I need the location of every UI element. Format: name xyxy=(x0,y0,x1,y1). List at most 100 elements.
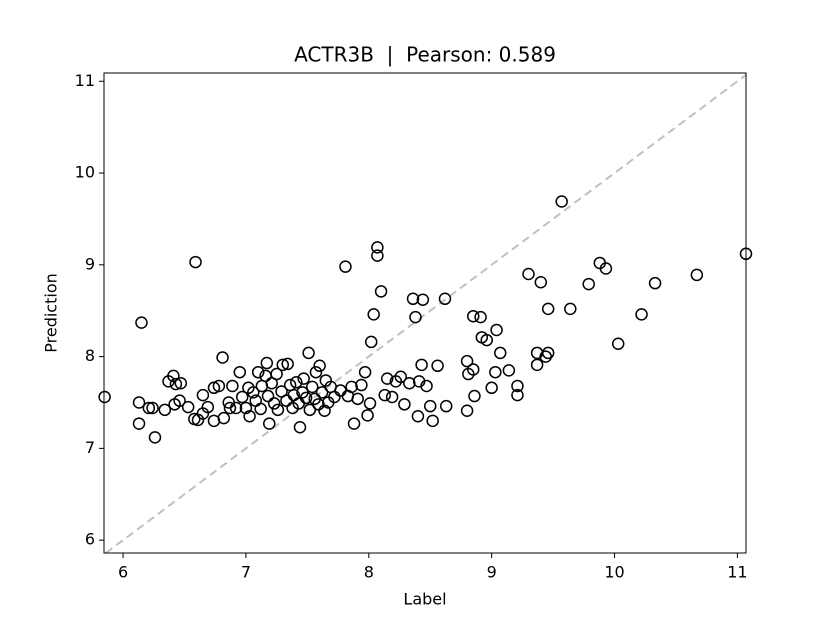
point xyxy=(367,308,380,321)
x-tick-label: 9 xyxy=(487,563,497,582)
point xyxy=(474,310,487,324)
point xyxy=(267,397,281,410)
point xyxy=(306,380,319,394)
point xyxy=(511,379,524,393)
point xyxy=(132,396,146,409)
point xyxy=(460,404,474,417)
point xyxy=(270,367,283,381)
point xyxy=(315,386,329,399)
point xyxy=(276,358,290,372)
point xyxy=(233,365,247,379)
point xyxy=(318,404,331,417)
point xyxy=(290,376,303,389)
point xyxy=(423,399,437,413)
y-tick-label: 11 xyxy=(75,71,95,90)
point xyxy=(534,276,548,289)
point xyxy=(489,365,502,379)
y-axis-label: Prediction xyxy=(42,273,61,352)
point xyxy=(371,249,384,262)
point xyxy=(169,377,183,391)
point xyxy=(158,403,172,417)
point xyxy=(132,417,146,430)
point xyxy=(254,402,267,416)
y-tick-label: 8 xyxy=(85,346,95,365)
x-tick-label: 6 xyxy=(118,563,128,582)
point xyxy=(466,309,480,323)
x-tick-label: 7 xyxy=(241,563,251,582)
point xyxy=(345,380,358,394)
point xyxy=(135,316,148,329)
point xyxy=(280,394,293,407)
point xyxy=(243,410,256,423)
point xyxy=(235,390,249,404)
point xyxy=(361,409,374,422)
point xyxy=(409,310,422,324)
point xyxy=(439,399,453,413)
point xyxy=(564,302,577,316)
point xyxy=(167,369,180,383)
point xyxy=(181,400,195,414)
point xyxy=(347,417,361,430)
point xyxy=(426,414,439,428)
point xyxy=(339,260,352,273)
point xyxy=(530,358,544,372)
point xyxy=(494,346,507,360)
point xyxy=(541,302,555,316)
point xyxy=(411,410,425,423)
x-tick-label: 11 xyxy=(727,563,747,582)
point xyxy=(358,365,372,379)
x-axis-label: Label xyxy=(403,590,446,609)
point xyxy=(173,394,186,407)
point xyxy=(263,417,276,430)
point xyxy=(415,358,428,372)
point xyxy=(371,241,384,254)
point xyxy=(216,351,229,364)
x-tick-label: 10 xyxy=(604,563,624,582)
point xyxy=(302,346,315,360)
chart-title: ACTR3B | Pearson: 0.589 xyxy=(294,43,556,67)
point xyxy=(394,370,407,384)
x-tick-label: 8 xyxy=(364,563,374,582)
point xyxy=(522,267,535,281)
point xyxy=(229,401,243,415)
point xyxy=(281,357,294,371)
point xyxy=(466,363,480,376)
point xyxy=(541,346,555,360)
point xyxy=(303,403,317,417)
point xyxy=(648,276,662,290)
point xyxy=(555,195,568,208)
point xyxy=(226,379,239,393)
point xyxy=(98,390,111,404)
identity-line xyxy=(105,74,747,554)
y-tick-label: 6 xyxy=(85,530,95,549)
point xyxy=(403,376,416,390)
point xyxy=(142,401,156,415)
y-tick-label: 7 xyxy=(85,438,95,457)
point xyxy=(635,308,648,321)
point xyxy=(189,255,202,269)
point xyxy=(511,388,524,402)
point xyxy=(299,391,313,405)
point xyxy=(374,285,388,298)
y-tick-label: 9 xyxy=(85,254,95,273)
point xyxy=(480,333,493,347)
point xyxy=(355,378,368,392)
point xyxy=(313,359,326,373)
point xyxy=(438,292,452,306)
point xyxy=(490,323,503,337)
point xyxy=(690,268,704,282)
point xyxy=(599,262,613,275)
point xyxy=(468,389,481,403)
point xyxy=(201,400,215,414)
point xyxy=(431,359,444,373)
point xyxy=(334,384,347,397)
point xyxy=(271,403,285,417)
point xyxy=(380,372,394,385)
point xyxy=(212,379,226,393)
point xyxy=(485,381,498,395)
point xyxy=(223,401,237,415)
point xyxy=(416,293,430,306)
point xyxy=(398,398,411,411)
point xyxy=(378,388,392,402)
point xyxy=(247,386,260,399)
